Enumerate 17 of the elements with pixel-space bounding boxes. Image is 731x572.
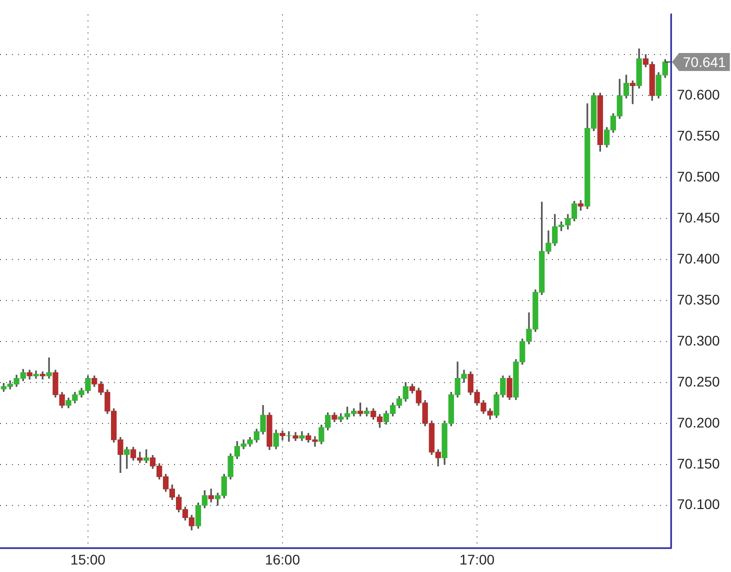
- y-tick-label: 70.250: [677, 373, 720, 390]
- y-tick-label: 70.550: [677, 127, 720, 144]
- x-tick-label: 17:00: [460, 551, 495, 568]
- y-tick-label: 70.500: [677, 168, 720, 184]
- y-tick-label: 70.400: [677, 250, 720, 266]
- x-tick-label: 16:00: [264, 551, 300, 568]
- y-tick-label: 70.600: [677, 86, 720, 102]
- y-tick-label: 70.200: [677, 414, 720, 430]
- y-tick-label: 70.300: [677, 332, 720, 348]
- y-tick-label: 70.100: [677, 496, 720, 512]
- candlestick: [46, 358, 52, 379]
- y-tick-label: 70.450: [677, 209, 720, 226]
- y-tick-label: 70.350: [677, 291, 720, 308]
- x-tick-label: 15:00: [70, 551, 106, 568]
- candlestick: [33, 370, 39, 379]
- y-tick-label: 70.150: [677, 455, 720, 472]
- annotation: 70.641: [683, 54, 726, 70]
